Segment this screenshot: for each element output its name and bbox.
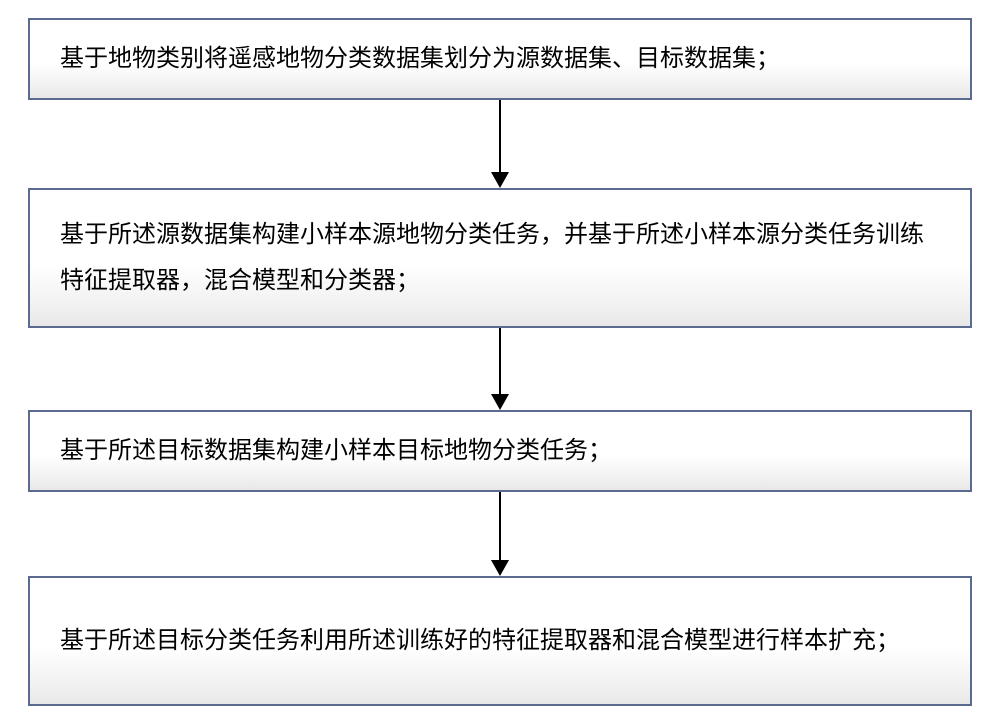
flowchart-canvas: 基于地物类别将遥感地物分类数据集划分为源数据集、目标数据集； 基于所述源数据集构…: [0, 0, 1000, 715]
arrow-3-head-icon: [491, 560, 509, 576]
flowchart-step-1-text: 基于地物类别将遥感地物分类数据集划分为源数据集、目标数据集；: [60, 36, 940, 82]
arrow-1-head-icon: [491, 172, 509, 188]
arrow-1-line: [499, 100, 501, 172]
flowchart-step-4-text: 基于所述目标分类任务利用所述训练好的特征提取器和混合模型进行样本扩充；: [60, 618, 940, 664]
flowchart-step-3: 基于所述目标数据集构建小样本目标地物分类任务；: [28, 410, 972, 492]
flowchart-step-4: 基于所述目标分类任务利用所述训练好的特征提取器和混合模型进行样本扩充；: [28, 576, 972, 706]
flowchart-step-3-text: 基于所述目标数据集构建小样本目标地物分类任务；: [60, 428, 940, 474]
arrow-2-line: [499, 328, 501, 394]
arrow-3-line: [499, 492, 501, 560]
arrow-2-head-icon: [491, 394, 509, 410]
flowchart-step-1: 基于地物类别将遥感地物分类数据集划分为源数据集、目标数据集；: [28, 18, 972, 100]
flowchart-step-2-text: 基于所述源数据集构建小样本源地物分类任务，并基于所述小样本源分类任务训练特征提取…: [60, 212, 940, 303]
flowchart-step-2: 基于所述源数据集构建小样本源地物分类任务，并基于所述小样本源分类任务训练特征提取…: [28, 188, 972, 328]
